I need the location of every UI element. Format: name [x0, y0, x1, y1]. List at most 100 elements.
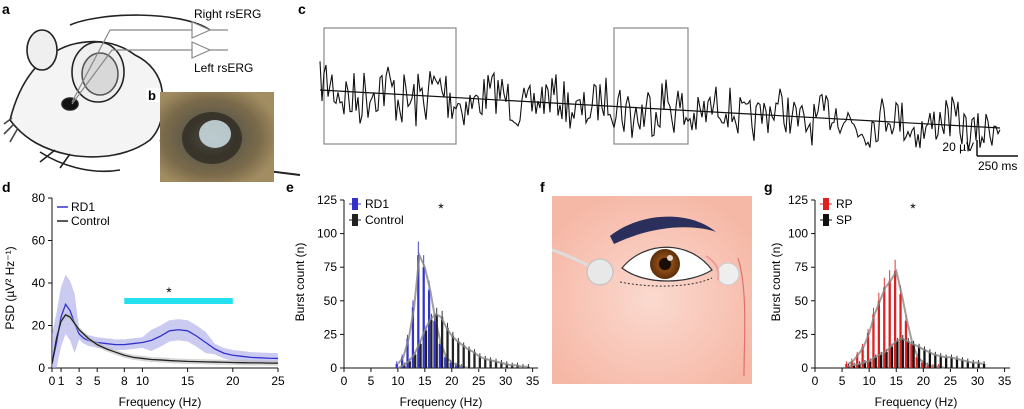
- x-tick-label-g: 5: [839, 374, 846, 388]
- scale-time-label: 250 ms: [978, 159, 1017, 173]
- bar-rd1: [449, 362, 452, 368]
- panel-letter-d: d: [2, 179, 11, 195]
- bar-control: [451, 335, 455, 368]
- fit-curve-control: [397, 312, 528, 369]
- bar-control: [403, 365, 406, 368]
- bar-control: [489, 359, 492, 368]
- bar-sp: [885, 351, 888, 368]
- bar-rp: [893, 271, 897, 368]
- bar-rp: [921, 362, 924, 368]
- bar-rp: [866, 333, 870, 368]
- y-tick-label-e: 25: [324, 327, 338, 341]
- bar-rd1: [411, 307, 415, 368]
- bar-sp: [869, 361, 872, 368]
- panel-f: f: [540, 179, 752, 384]
- bar-control: [462, 345, 465, 368]
- electrode-right: [716, 262, 740, 286]
- significance-star-d: *: [166, 284, 172, 300]
- bar-rp: [877, 300, 880, 368]
- bar-control: [419, 343, 422, 368]
- series-line-control: [51, 314, 278, 364]
- bar-sp: [858, 363, 861, 368]
- bar-control: [494, 361, 498, 368]
- significance-star-e: *: [438, 200, 444, 216]
- bar-rd1: [427, 290, 431, 368]
- bar-control: [467, 349, 471, 368]
- bar-sp: [928, 351, 932, 368]
- rserg-trace: [319, 61, 1001, 152]
- y-tick-label-g: 25: [795, 327, 809, 341]
- fit-curve-sp: [847, 337, 984, 368]
- mouse-illustration: [3, 14, 301, 176]
- panel-letter-g: g: [764, 179, 773, 195]
- bar-rp: [856, 354, 859, 368]
- bar-control: [414, 354, 417, 368]
- legend-label-rd1: RD1: [365, 197, 389, 211]
- panel-b: b: [146, 88, 274, 182]
- legend-label-rd1: RD1: [71, 200, 95, 214]
- bar-sp: [966, 361, 969, 368]
- y-tick-label-d: 40: [32, 276, 46, 290]
- x-tick-label-e: 25: [472, 374, 486, 388]
- y-tick-label-d: 80: [32, 191, 46, 205]
- x-tick-label-g: 20: [917, 374, 931, 388]
- left-rserg-label: Left rsERG: [194, 61, 253, 75]
- bar-sp: [950, 357, 953, 368]
- ylabel-g: Burst count (n): [769, 243, 783, 322]
- y-tick-label-e: 75: [324, 260, 338, 274]
- x-tick-label-e: 35: [526, 374, 540, 388]
- bar-rp: [845, 363, 848, 368]
- bar-control: [527, 366, 530, 368]
- x-tick-label-e: 5: [368, 374, 375, 388]
- panel-letter-a: a: [2, 1, 10, 17]
- bar-control: [516, 365, 519, 368]
- bar-rd1: [444, 357, 447, 368]
- bar-sp: [945, 357, 948, 368]
- fit-curve-rp: [847, 268, 983, 369]
- xlabel-e: Frequency (Hz): [400, 395, 483, 409]
- bar-sp: [961, 359, 964, 368]
- bar-control: [408, 361, 411, 368]
- bar-rd1: [406, 338, 409, 368]
- bar-control: [435, 314, 438, 368]
- y-tick-label-e: 50: [324, 294, 338, 308]
- panel-letter-e: e: [286, 179, 294, 195]
- x-tick-label-d: 0: [49, 374, 56, 388]
- x-tick-label-d: 1: [58, 374, 65, 388]
- bar-rd1: [395, 363, 398, 368]
- panel-d: d PSD (µV² Hz⁻¹) Frequency (Hz) * 0 20 40 6…: [2, 179, 285, 409]
- ylabel-d: PSD (µV² Hz⁻¹): [3, 246, 17, 329]
- bar-sp: [977, 362, 980, 368]
- panel-letter-b: b: [148, 88, 156, 103]
- electrode-wires: [71, 21, 228, 105]
- bar-sp: [912, 343, 915, 368]
- electrode-left: [586, 258, 614, 286]
- y-tick-label-e: 0: [330, 361, 337, 375]
- bar-sp: [890, 346, 894, 368]
- x-tick-label-d: 5: [94, 374, 101, 388]
- bar-control: [457, 341, 460, 368]
- x-tick-label-d: 10: [136, 374, 150, 388]
- x-tick-label-e: 20: [445, 374, 459, 388]
- bar-sp: [982, 363, 986, 368]
- bar-control: [441, 316, 444, 368]
- bar-sp: [939, 355, 942, 368]
- legend-label-rp: RP: [836, 197, 853, 211]
- bar-rd1: [401, 357, 404, 368]
- significance-star-g: *: [910, 200, 916, 216]
- bar-sp: [880, 354, 883, 368]
- bar-rd1: [422, 267, 425, 368]
- bar-control: [446, 327, 449, 368]
- panel-g: g Burst count (n) Frequency (Hz) * 02550…: [764, 179, 1012, 409]
- y-tick-label-g: 50: [795, 294, 809, 308]
- panel-c: c 20 µV 250 ms: [298, 1, 1018, 173]
- bar-control: [473, 351, 476, 368]
- panel-letter-c: c: [298, 1, 306, 17]
- x-tick-label-d: 25: [271, 374, 285, 388]
- bar-sp: [934, 354, 937, 368]
- bar-sp: [923, 349, 926, 368]
- x-tick-label-g: 10: [862, 374, 876, 388]
- x-tick-label-e: 0: [341, 374, 348, 388]
- bar-rd1: [438, 343, 441, 368]
